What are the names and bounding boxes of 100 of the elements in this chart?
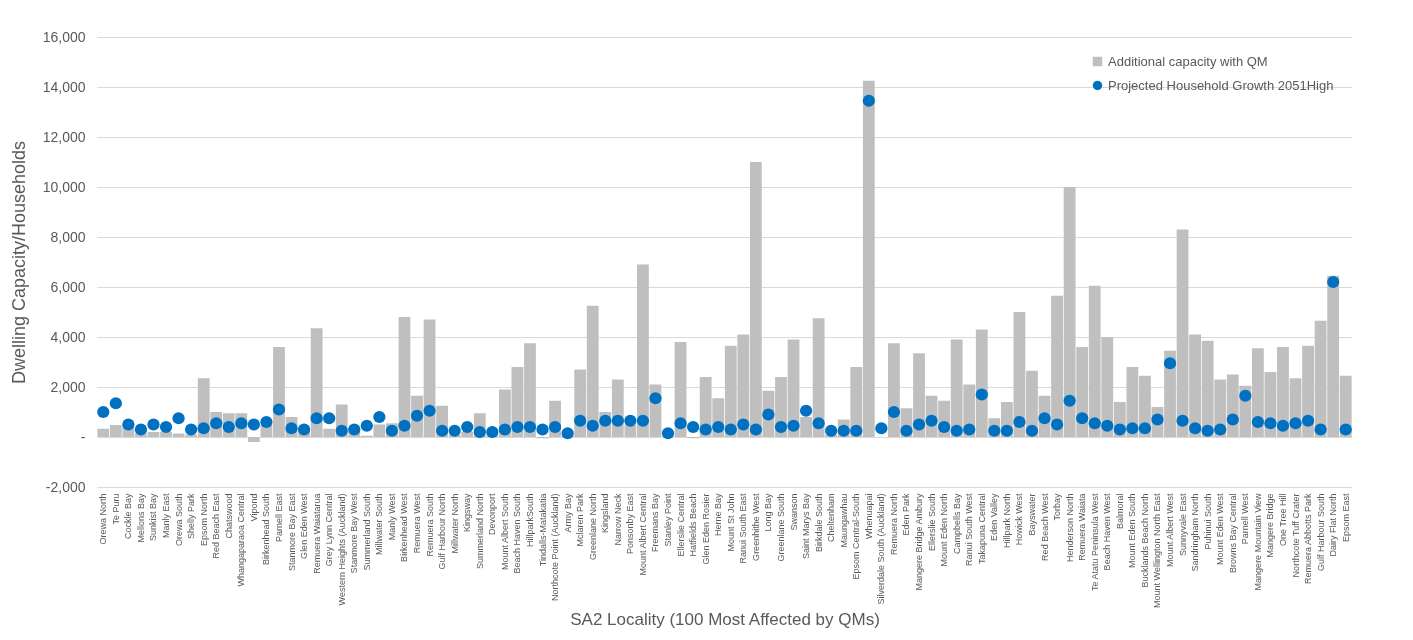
x-tick-label: Glen Eden West <box>299 493 310 559</box>
x-tick-label: Hillpark North <box>1001 493 1012 549</box>
x-tick-label: Bucklands Beach North <box>1139 493 1150 588</box>
x-tick-label: HillparkSouth <box>524 493 535 548</box>
x-tick-label: Greenhithe West <box>750 493 761 561</box>
legend-label: Additional capacity with QM <box>1108 53 1268 69</box>
x-tick-label: Summerland South <box>361 493 372 571</box>
x-tick-label: Browns Bay Central <box>1227 493 1238 574</box>
x-tick-label: Saint Marys Bay <box>801 493 812 560</box>
x-tick-label: One Tree Hill <box>1277 493 1288 547</box>
y-tick-label: 16,000 <box>42 28 86 45</box>
x-tick-label: Whenuapai <box>863 493 874 540</box>
x-tick-label: Mount Eden South <box>1127 493 1138 569</box>
x-tick-label: Ellerslie Central <box>675 493 686 557</box>
x-tick-label: Devonport <box>487 493 498 536</box>
x-tick-label: Remuera North <box>888 493 899 556</box>
x-tick-label: Mount Albert West <box>1165 493 1176 567</box>
x-tick-label: Greenlane South <box>775 493 786 562</box>
x-tick-label: Orewa North <box>98 493 109 545</box>
x-tick-label: Gulf Harbour North <box>437 493 448 570</box>
x-tick-label: Ponsonby East <box>625 493 636 555</box>
y-tick-label: 6,000 <box>50 278 86 295</box>
x-tick-label: Howick West <box>1014 493 1025 546</box>
x-tick-label: Summerland North <box>474 493 485 570</box>
x-tick-label: Manly East <box>161 493 172 539</box>
y-tick-label: 8,000 <box>50 228 86 245</box>
x-tick-label: Maungawhau <box>838 493 849 548</box>
x-tick-label: Stanmore Bay East <box>286 493 297 572</box>
y-tick-label: -2,000 <box>45 478 86 495</box>
x-tick-label: Remuera Abbotts Park <box>1303 493 1314 585</box>
x-tick-label: Mangere Bridge <box>1265 493 1276 558</box>
x-tick-label: Balmoral <box>1114 493 1125 530</box>
x-tick-label: Remuera Waiatarua <box>311 493 322 574</box>
x-tick-label: Millwater North <box>449 493 460 554</box>
x-axis-title: SA2 Locality (100 Most Affected by QMs) <box>570 609 880 629</box>
x-tick-label: Gulf Harbour South <box>1315 493 1326 572</box>
y-axis-title: Dwelling Capacity/Households <box>8 140 29 385</box>
x-tick-label: Stanley Point <box>663 493 674 547</box>
x-tick-label: Birkdale South <box>813 493 824 553</box>
x-tick-label: Mclaren Park <box>575 493 586 547</box>
y-tick-label: 2,000 <box>50 378 86 395</box>
x-tick-label: Dairy Flat North <box>1328 493 1339 557</box>
x-tick-label: Remuera West <box>412 493 423 554</box>
x-tick-label: Epsom Central-South <box>851 493 862 580</box>
x-tick-label: Mount St John <box>725 493 736 552</box>
x-tick-label: Western Heights (Auckland) <box>336 493 347 606</box>
x-tick-label: Manly West <box>386 493 397 541</box>
y-tick-label: - <box>80 428 86 445</box>
x-tick-label: Mellons Bay <box>135 493 146 543</box>
x-tick-label: Army Bay <box>562 493 573 533</box>
x-tick-label: Sunkist Bay <box>148 493 159 542</box>
x-tick-label: Mount Albert Central <box>637 493 648 576</box>
x-tick-label: Campbells Bay <box>951 493 962 555</box>
x-tick-label: Henderson North <box>1064 493 1075 563</box>
x-tick-label: Millwater South <box>374 493 385 556</box>
x-tick-label: Kingsway <box>462 493 473 533</box>
x-tick-label: Eden Valley <box>989 493 1000 541</box>
x-tick-label: Remuera South <box>424 493 435 557</box>
x-tick-label: Remuera Waiata <box>1077 493 1088 561</box>
x-tick-label: Birkenhead South <box>261 493 272 566</box>
x-tick-label: Vipond <box>248 493 259 522</box>
x-tick-label: Eden Park <box>901 493 912 536</box>
x-tick-label: Herne Bay <box>713 493 724 537</box>
x-tick-label: Epsom North <box>198 493 209 547</box>
x-tick-label: Mangere Bridge Ambury <box>914 493 925 591</box>
x-tick-label: Cheltenham <box>826 493 837 543</box>
x-tick-label: Long Bay <box>763 493 774 532</box>
x-tick-label: Kingsland <box>600 493 611 534</box>
x-tick-label: Narrow Neck <box>612 493 623 546</box>
x-tick-label: Sunnyvale East <box>1177 493 1188 557</box>
x-tick-label: Ellerslie South <box>926 493 937 552</box>
x-tick-label: Parnell West <box>1240 493 1251 545</box>
x-tick-label: Cockle Bay <box>123 493 134 540</box>
x-tick-label: Ranui South East <box>738 493 749 564</box>
x-tick-label: Red Beach East <box>211 493 222 559</box>
x-tick-label: Birkenhead West <box>399 493 410 562</box>
x-tick-label: Red Beach West <box>1039 493 1050 561</box>
x-tick-label: Bayswater <box>1026 493 1037 536</box>
x-tick-label: Mangere Mountain View <box>1252 493 1263 591</box>
x-tick-label: Mount Eden West <box>1215 493 1226 565</box>
x-tick-label: Mount Albert South <box>499 493 510 571</box>
x-tick-label: Orewa South <box>173 493 184 547</box>
x-tick-label: Mount Eden North <box>939 493 950 567</box>
x-tick-label: Whangaparaoa Central <box>236 493 247 587</box>
x-tick-label: Torbay <box>1052 493 1063 521</box>
x-tick-label: Parnell East <box>273 493 284 543</box>
x-tick-label: Silverdale South (Auckland) <box>876 493 887 605</box>
y-tick-label: 14,000 <box>42 78 86 95</box>
x-tick-label: Northcote Point (Auckland) <box>550 493 561 602</box>
x-tick-label: Takapuna Central <box>976 493 987 565</box>
x-tick-label: Freemans Bay <box>650 493 661 553</box>
x-tick-label: Chatswood <box>223 493 234 539</box>
y-tick-label: 12,000 <box>42 128 86 145</box>
x-tick-label: Glen Eden Rosier <box>700 493 711 565</box>
x-tick-label: Sandringham North <box>1190 493 1201 572</box>
x-tick-label: Beach Haven South <box>512 493 523 574</box>
x-tick-label: Hatfields Beach <box>688 493 699 557</box>
x-tick-label: Stanmore Bay West <box>349 493 360 574</box>
x-tick-label: Te Puru <box>110 493 121 525</box>
x-tick-label: Mount Wellington North East <box>1152 493 1163 608</box>
